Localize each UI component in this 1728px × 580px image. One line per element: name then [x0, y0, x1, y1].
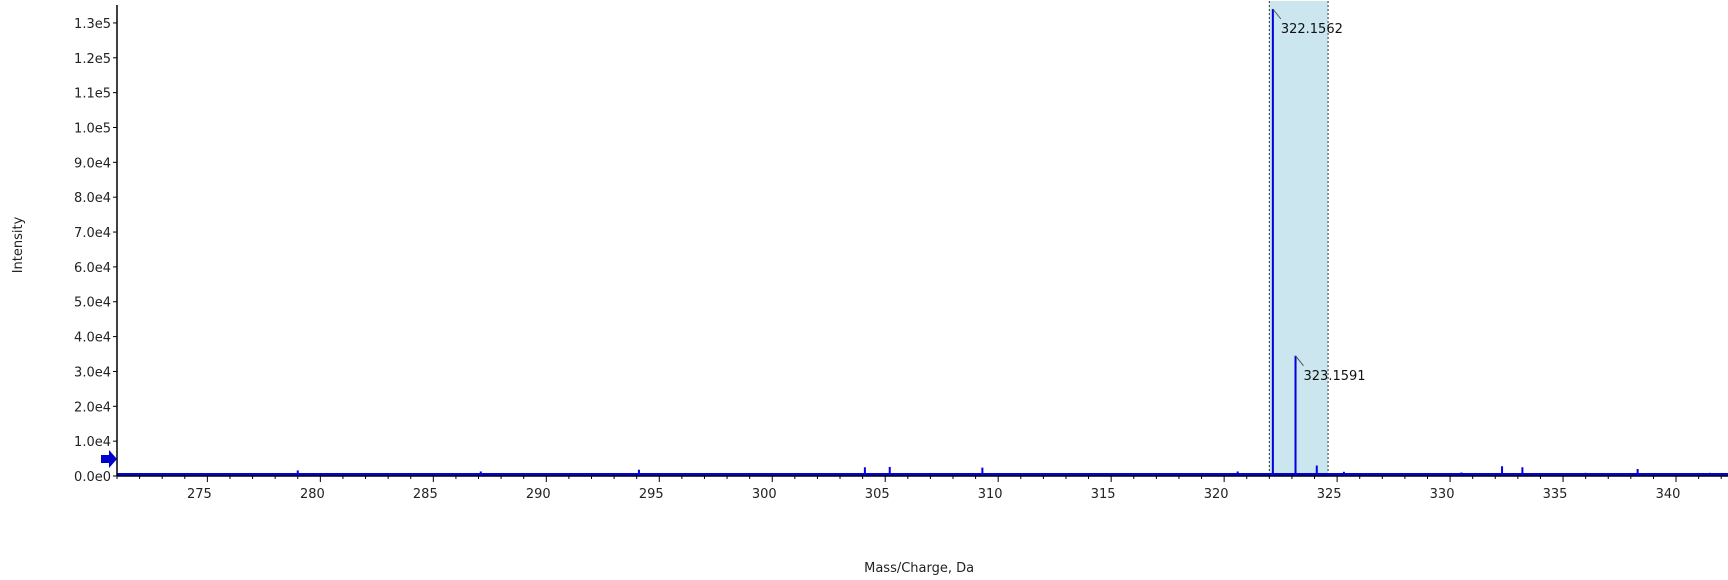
spectrum-bar[interactable] [845, 473, 848, 476]
y-tick-label: 1.2e5 [74, 52, 111, 67]
y-tick-label: 1.0e4 [74, 435, 111, 450]
y-tick-label: 4.0e4 [74, 331, 111, 346]
x-tick-label: 285 [413, 487, 438, 502]
x-tick-label: 320 [1204, 487, 1229, 502]
spectrum-bar[interactable] [741, 473, 744, 476]
spectrum-bar[interactable] [863, 467, 866, 476]
baseline-noise [117, 473, 1728, 476]
x-tick-label: 310 [978, 487, 1003, 502]
x-tick-label: 280 [300, 487, 325, 502]
x-axis-ticks: 275 280 285 290 295 300 305 310 315 320 325 330 335 3… [116, 476, 1722, 502]
y-axis-ticks: 0.0e0 1.0e4 2.0e4 3.0e4 4.0e4 5.0e4 6.0e4 7.0e4… [74, 17, 117, 485]
x-tick-label: 305 [865, 487, 890, 502]
x-tick-label: 325 [1317, 487, 1342, 502]
x-tick-label: 330 [1430, 487, 1455, 502]
y-tick-label: 3.0e4 [74, 365, 111, 380]
spectrum-bar[interactable] [1155, 473, 1158, 476]
spectrum-bar[interactable] [479, 471, 482, 476]
x-tick-label: 335 [1543, 487, 1568, 502]
spectrum-bar[interactable] [963, 473, 966, 476]
x-axis-title: Mass/Charge, Da [864, 561, 974, 576]
spectrum-bar[interactable] [1421, 473, 1424, 476]
peak-leader-line [1295, 355, 1304, 367]
y-tick-label: 9.0e4 [74, 156, 111, 171]
x-tick-label: 275 [187, 487, 212, 502]
spectrum-bar[interactable] [436, 473, 439, 476]
spectrum-bar[interactable] [888, 466, 891, 476]
spectrum-bar[interactable] [637, 469, 640, 476]
y-tick-label: 6.0e4 [74, 261, 111, 276]
spectrum-bar[interactable] [1521, 467, 1524, 476]
y-tick-label: 5.0e4 [74, 296, 111, 311]
spectrum-bar[interactable] [1110, 473, 1113, 476]
x-tick-label: 340 [1656, 487, 1681, 502]
spectrum-bar[interactable] [622, 474, 625, 476]
spectrum-bar[interactable] [156, 473, 159, 476]
spectrum-bar[interactable] [529, 473, 532, 476]
spectrum-bar[interactable] [197, 474, 200, 476]
spectrum-bar[interactable] [1675, 473, 1678, 476]
spectrum-bar[interactable] [1198, 473, 1201, 476]
spectrum-bar[interactable] [800, 473, 803, 476]
y-tick-label: 1.3e5 [74, 17, 111, 32]
spectrum-bar[interactable] [1294, 355, 1297, 476]
x-tick-label: 295 [639, 487, 664, 502]
spectrum-bar[interactable] [1342, 471, 1345, 476]
peak-label: 322.1562 [1281, 22, 1343, 37]
peak-leader-line [1272, 8, 1282, 20]
spectrum-bar[interactable] [330, 473, 333, 476]
x-tick-label: 300 [752, 487, 777, 502]
y-tick-label: 7.0e4 [74, 226, 111, 241]
y-tick-label: 2.0e4 [74, 400, 111, 415]
y-tick-label: 0.0e0 [74, 470, 111, 485]
y-axis-title: Intensity [11, 216, 26, 273]
spectrum-bar[interactable] [1271, 9, 1274, 476]
spectrum-bar[interactable] [1460, 472, 1463, 476]
spectrum-bar[interactable] [581, 473, 584, 476]
spectrum-bar[interactable] [680, 473, 683, 476]
spectrum-bar[interactable] [387, 473, 390, 476]
spectrum-bar[interactable] [1550, 473, 1553, 476]
spectrum-bar[interactable] [1315, 465, 1318, 476]
spectrum-bar[interactable] [274, 474, 277, 476]
spectrum-bar[interactable] [1636, 469, 1639, 476]
spectrum-bar[interactable] [1236, 471, 1239, 476]
peak-labels: 322.1562 323.1591 [1272, 8, 1366, 384]
spectrum-bars [117, 9, 1728, 476]
spectrum-bar[interactable] [1019, 473, 1022, 476]
x-tick-label: 315 [1091, 487, 1116, 502]
spectrum-bar[interactable] [235, 473, 238, 476]
spectrum-bar[interactable] [1055, 473, 1058, 476]
spectrum-bar[interactable] [1092, 473, 1095, 476]
spectrum-bar[interactable] [929, 473, 932, 476]
spectrum-bar[interactable] [1584, 472, 1587, 476]
y-tick-label: 1.1e5 [74, 87, 111, 102]
spectrum-bar[interactable] [1501, 466, 1504, 476]
y-tick-label: 1.0e5 [74, 121, 111, 136]
spectrum-bar[interactable] [981, 467, 984, 476]
threshold-arrow-icon[interactable] [101, 450, 117, 468]
y-tick-label: 8.0e4 [74, 191, 111, 206]
peak-label: 323.1591 [1304, 369, 1366, 384]
spectrum-bar[interactable] [296, 470, 299, 476]
x-tick-label: 290 [526, 487, 551, 502]
spectrum-bar[interactable] [1708, 472, 1711, 476]
spectrum-bar[interactable] [1381, 473, 1384, 476]
highlight-region[interactable] [1269, 1, 1329, 476]
